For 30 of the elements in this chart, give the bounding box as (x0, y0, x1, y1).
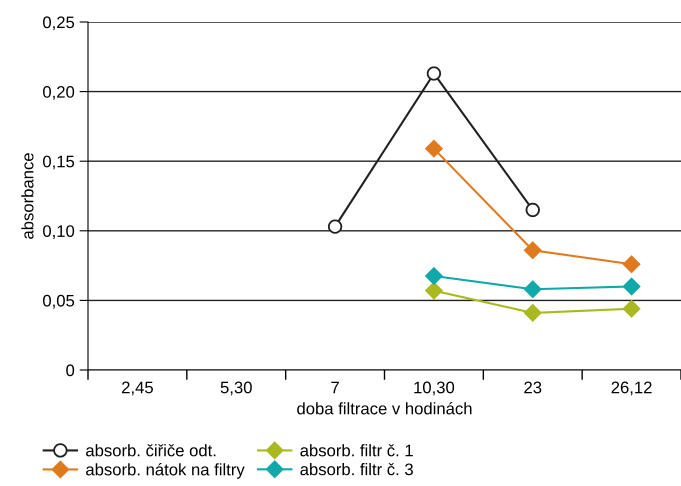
point (524, 280, 542, 298)
y-tick-label: 0,20 (43, 86, 74, 100)
y-axis-title: absorbance (21, 153, 34, 239)
x-axis-title: doba filtrace v hodinách (297, 402, 472, 414)
legend-label: absorb. čiřiče odt. (86, 444, 216, 456)
legend-label: absorb. nátok na filtry (86, 463, 245, 479)
point (622, 255, 640, 273)
point (524, 242, 542, 260)
y-tick-label: 0 (66, 364, 74, 376)
y-tick-label: 0,15 (43, 156, 74, 170)
y-tick-label: 0,25 (43, 16, 74, 30)
y-tick-label: 0,05 (43, 294, 74, 309)
x-tick-label: 10,30 (414, 382, 454, 396)
x-tick-label: 23 (524, 382, 542, 394)
point (524, 304, 542, 322)
point (622, 300, 640, 318)
x-tick-label: 5,30 (220, 382, 252, 396)
point (426, 66, 442, 81)
point (425, 267, 443, 285)
y-tick-label: 0,10 (43, 225, 74, 239)
legend-label: absorb. filtr č. 1 (300, 444, 413, 456)
x-tick-label: 7 (331, 382, 339, 394)
point (425, 140, 443, 158)
legend-label: absorb. filtr č. 3 (300, 462, 413, 476)
x-tick-label: 26,12 (612, 382, 652, 396)
point (328, 219, 342, 234)
point (622, 278, 640, 296)
point (526, 202, 540, 218)
x-tick-label: 2,45 (122, 382, 153, 396)
point (425, 282, 443, 300)
